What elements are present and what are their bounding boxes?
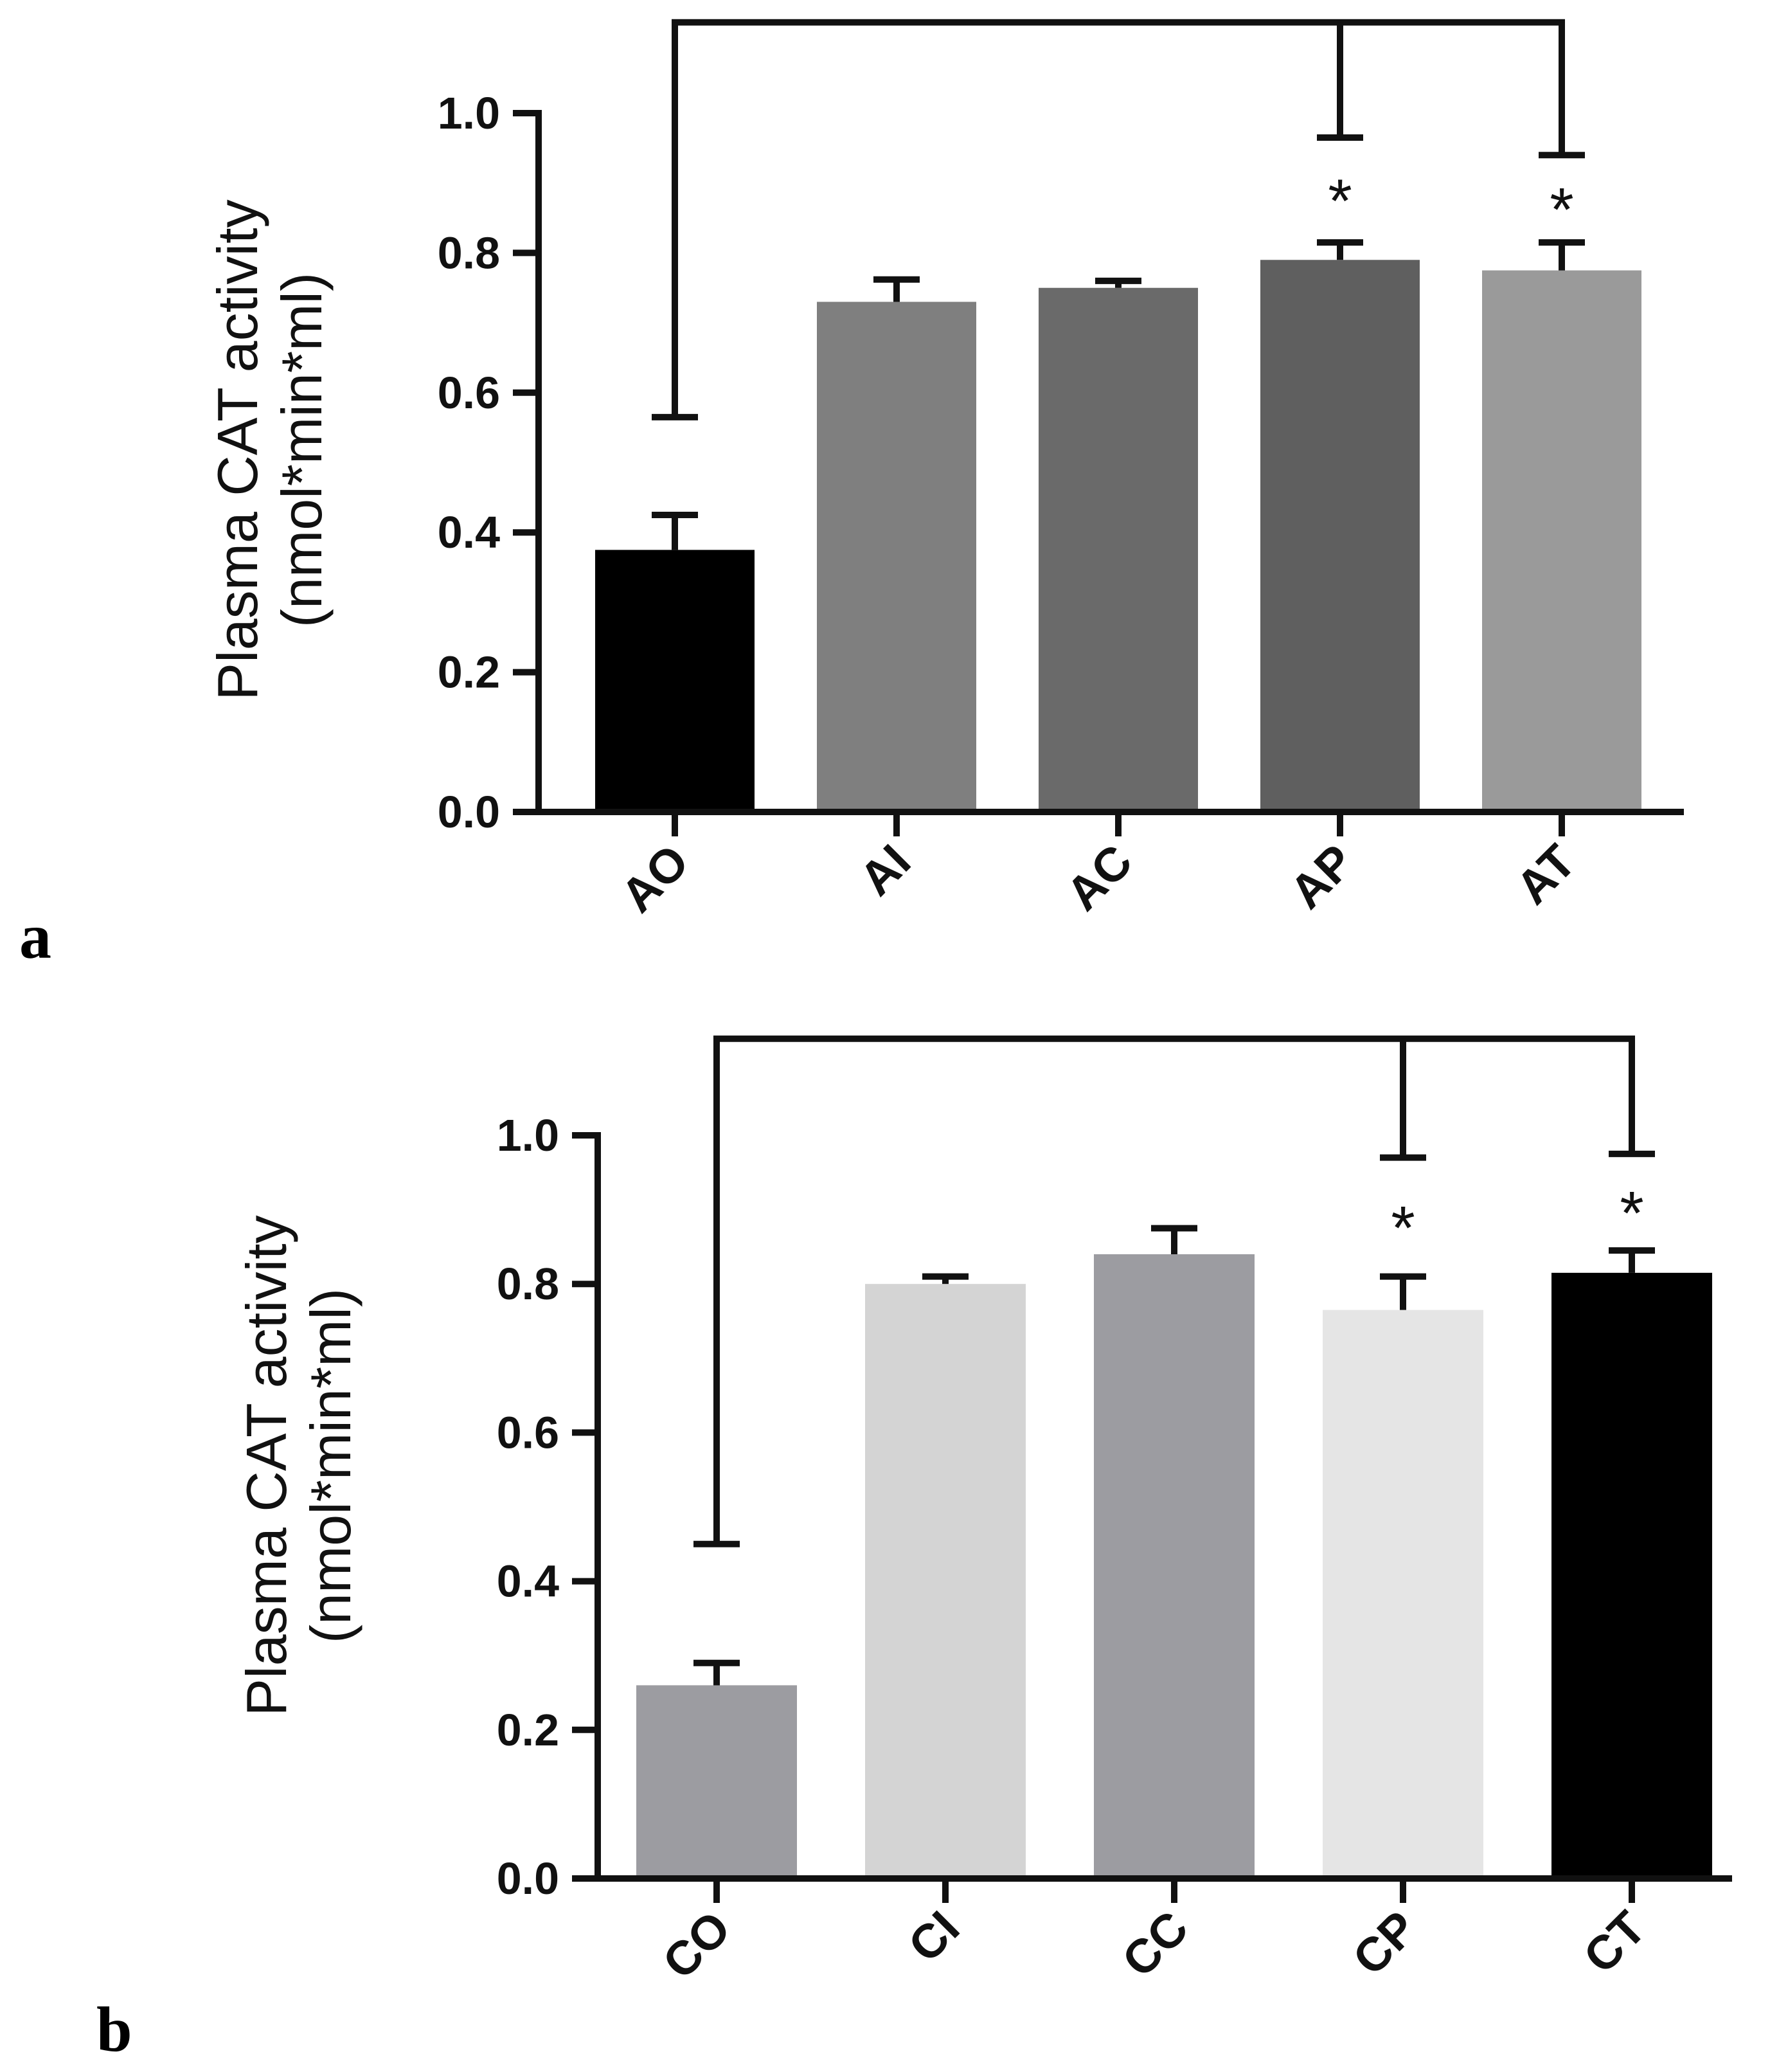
bars-layer — [636, 1254, 1712, 1878]
y-tick-label: 0.8 — [497, 1259, 559, 1309]
significance-layer: * * — [693, 1035, 1655, 1547]
significance-star-AP: * — [1328, 167, 1352, 236]
y-tick-label: 0.4 — [497, 1556, 559, 1607]
y-tick-label: 0.8 — [438, 228, 500, 278]
y-tick-label: 0.6 — [497, 1407, 559, 1457]
panel-label-a: a — [19, 901, 51, 972]
error-bars-layer — [652, 239, 1585, 550]
x-tick-label-CT: CT — [1573, 1901, 1656, 1983]
y-tick-label: 0.4 — [438, 507, 500, 557]
bar-AC — [1039, 287, 1198, 812]
bars-layer — [595, 260, 1641, 812]
significance-bracket — [652, 19, 1585, 420]
bar-AT — [1482, 270, 1641, 812]
y-axis-title-line1: Plasma CAT activity — [235, 1215, 298, 1716]
chart-panel-b: Plasma CAT activity (nmol*min*ml) * * 0.0… — [96, 1035, 1732, 2065]
x-tick-label-AI: AI — [849, 834, 920, 906]
error-bar-CI — [922, 1273, 969, 1284]
error-bar-AT — [1539, 239, 1585, 271]
x-tick-label-AP: AP — [1280, 834, 1364, 919]
bar-CO — [636, 1685, 797, 1878]
y-tick-label: 1.0 — [438, 88, 500, 138]
bar-CI — [865, 1284, 1026, 1878]
x-tick-label-CP: CP — [1343, 1901, 1427, 1985]
error-bars-layer — [693, 1225, 1655, 1686]
significance-bracket — [693, 1035, 1655, 1547]
x-tick-label-AC: AC — [1056, 834, 1142, 921]
significance-star-AT: * — [1550, 176, 1573, 244]
error-bar-AO — [652, 512, 698, 550]
error-bar-AC — [1095, 277, 1141, 288]
error-bar-AP — [1317, 239, 1363, 260]
y-tick-label: 0.0 — [438, 787, 500, 837]
significance-layer: * * — [652, 19, 1585, 420]
chart-panel-a: Plasma CAT activity (nmol*min*ml) * * 0.0… — [19, 19, 1684, 972]
bar-AO — [595, 550, 755, 812]
panel-label-b: b — [96, 1994, 132, 2065]
error-bar-CO — [693, 1659, 740, 1686]
error-bar-CC — [1151, 1225, 1197, 1254]
y-tick-label: 1.0 — [497, 1110, 559, 1160]
y-tick-label: 0.2 — [438, 647, 500, 698]
error-bar-CT — [1609, 1247, 1655, 1273]
y-tick-label: 0.6 — [438, 368, 500, 418]
significance-star-CT: * — [1620, 1179, 1643, 1248]
y-axis-title-line2: (nmol*min*ml) — [270, 273, 334, 628]
y-axis-title-line1: Plasma CAT activity — [206, 199, 269, 700]
x-tick-label-CC: CC — [1112, 1901, 1198, 1987]
y-tick-label: 0.0 — [497, 1853, 559, 1904]
bar-CP — [1323, 1310, 1483, 1878]
error-bar-CP — [1380, 1273, 1426, 1310]
error-bar-AI — [873, 276, 920, 302]
bar-AP — [1260, 260, 1420, 812]
bar-CC — [1094, 1254, 1255, 1878]
significance-star-CP: * — [1391, 1194, 1415, 1263]
bar-AI — [817, 302, 976, 812]
x-tick-label-CO: CO — [652, 1901, 740, 1989]
x-tick-label-CI: CI — [898, 1901, 969, 1972]
x-tick-label-AO: AO — [611, 834, 699, 923]
x-tick-label-AT: AT — [1506, 834, 1586, 915]
y-tick-label: 0.2 — [497, 1705, 559, 1755]
y-axis-title-line2: (nmol*min*ml) — [299, 1288, 362, 1644]
bar-CT — [1551, 1272, 1712, 1878]
